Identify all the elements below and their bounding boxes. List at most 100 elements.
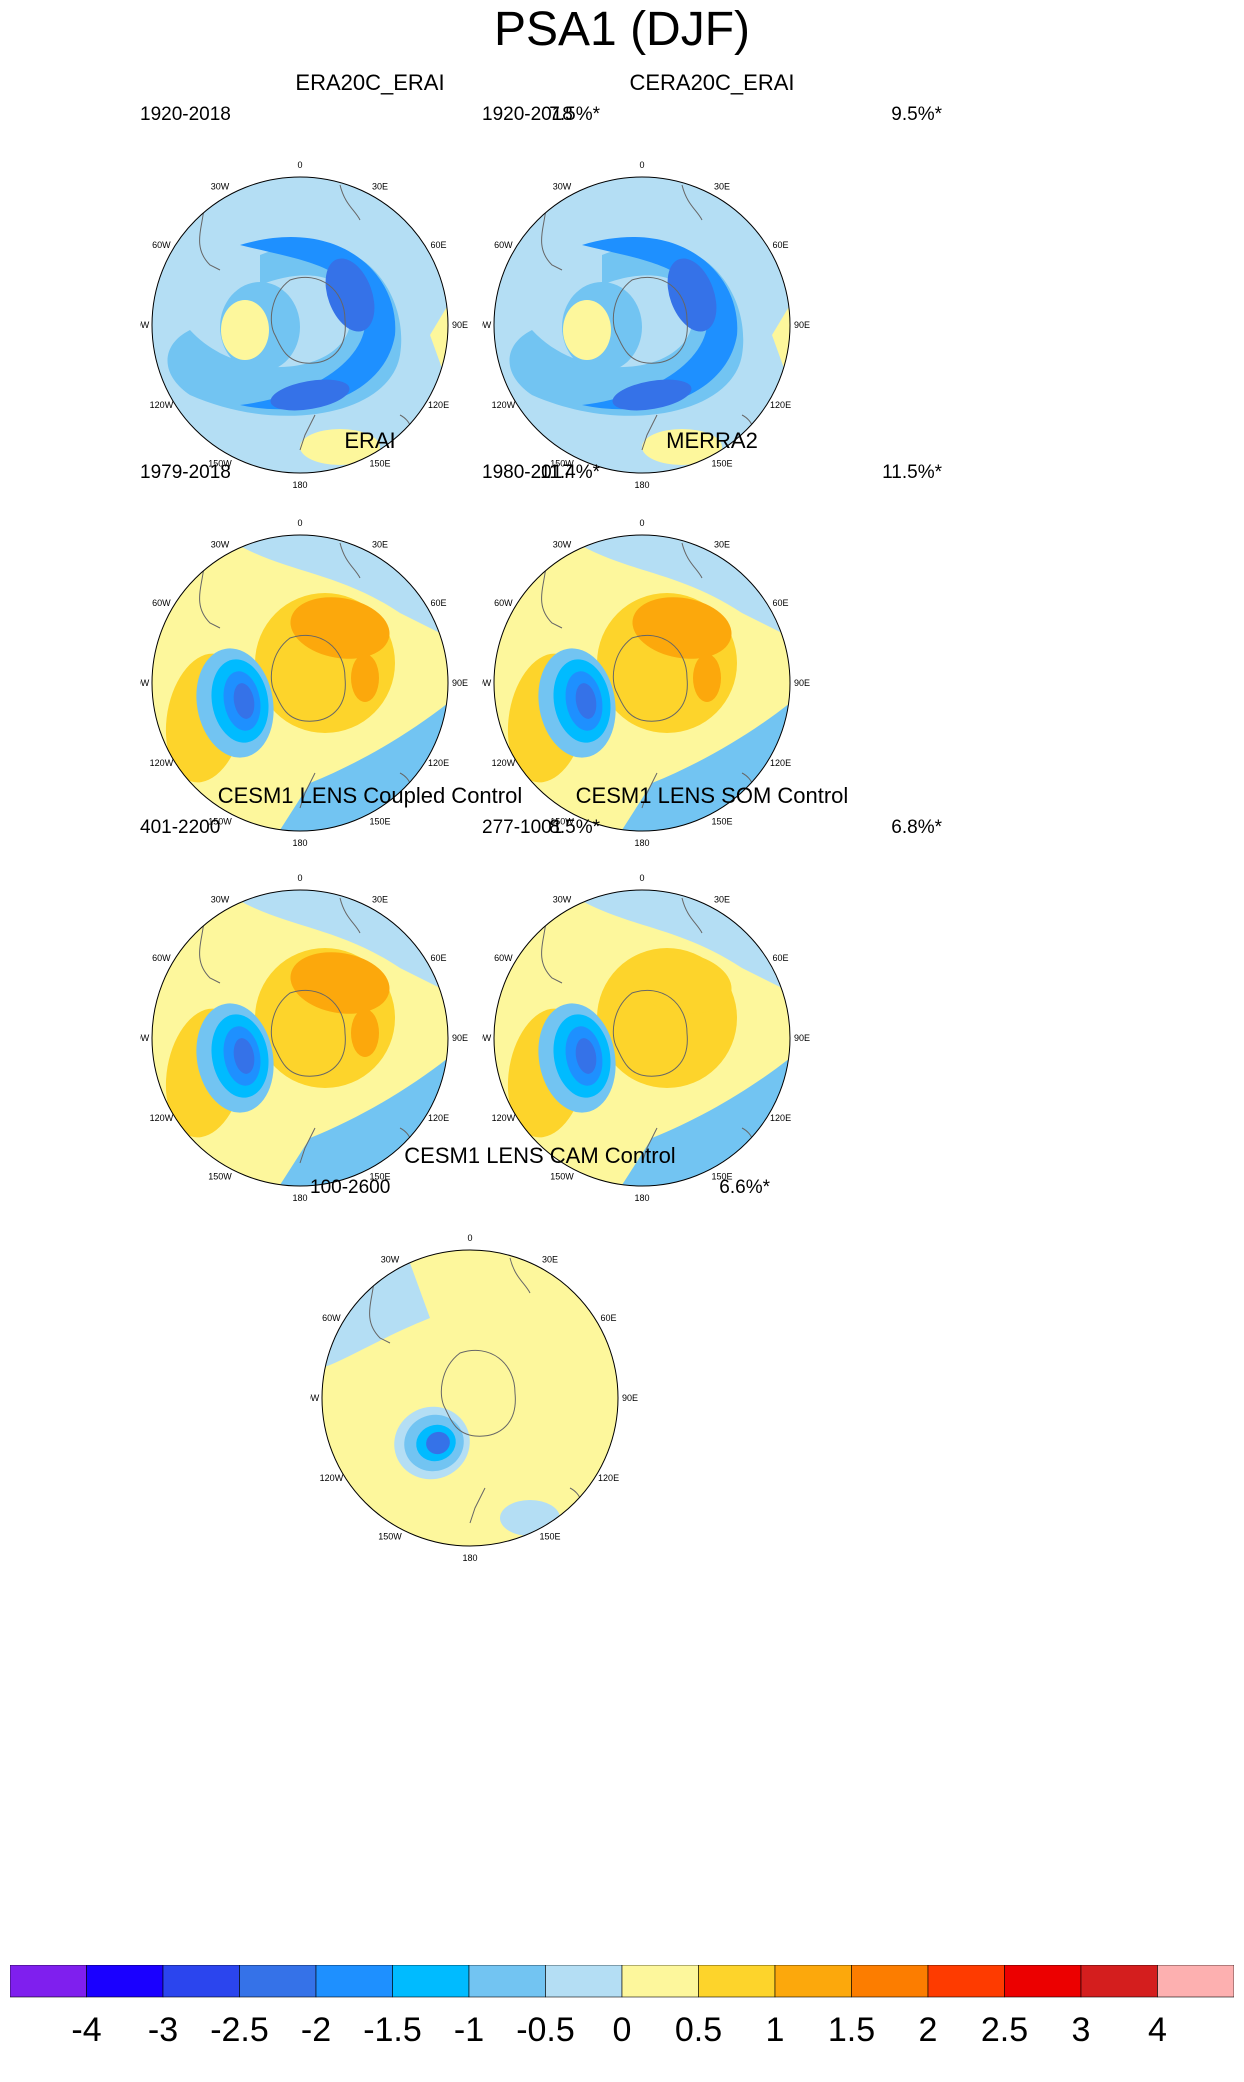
colorbar-swatch [774, 1965, 852, 1998]
africa-coastline [509, 1257, 531, 1294]
antarctica-coastline [612, 989, 688, 1077]
longitude-label: 60E [601, 1313, 617, 1323]
longitude-label: 90W [482, 678, 492, 688]
panel-title: ERA20C_ERAI [295, 70, 445, 95]
colorbar-tick-label: 3 [1071, 2011, 1091, 2049]
contour-positive-2 [632, 952, 732, 1014]
longitude-label: 60E [431, 598, 447, 608]
contour-negative-4 [575, 683, 597, 719]
longitude-label: 90E [452, 1033, 468, 1043]
longitude-label: 90E [452, 320, 468, 330]
longitude-label: 120E [428, 758, 449, 768]
longitude-label: 60E [431, 953, 447, 963]
colorbar [10, 1965, 1234, 1998]
colorbar-tick-label: 4 [1148, 2011, 1167, 2049]
longitude-label: 150W [378, 1532, 402, 1542]
contour-negative-4 [575, 1038, 597, 1074]
map-border [151, 534, 449, 832]
longitude-label: 150W [550, 1172, 574, 1182]
panel-variance: 7.5%* [549, 104, 600, 125]
colorbar-tick-label: 1 [765, 2011, 785, 2049]
longitude-label: 60W [152, 953, 171, 963]
longitude-label: 90E [794, 320, 810, 330]
antarctica-coastline [270, 634, 346, 722]
colorbar-tick-label: 1.5 [827, 2011, 876, 2049]
contour-negative-4 [426, 1431, 450, 1455]
longitude-label: 150W [208, 459, 232, 469]
colorbar-swatch [86, 1965, 164, 1998]
colorbar-tick-label: 0 [612, 2011, 632, 2049]
longitude-label: 120W [150, 400, 174, 410]
longitude-label: 180 [292, 838, 307, 848]
contour-negative-4 [233, 683, 255, 719]
antarctica-coastline [612, 634, 688, 722]
panel-period: 1979-2018 [140, 462, 231, 483]
map-border [151, 889, 449, 1187]
panel-variance: 8.5%* [549, 817, 600, 838]
longitude-label: 90W [140, 678, 150, 688]
longitude-label: 120W [492, 1113, 516, 1123]
longitude-label: 0 [297, 518, 302, 528]
colorbar-swatch [927, 1965, 1005, 1998]
colorbar-swatch [851, 1965, 929, 1998]
contour-negative-edge [622, 1058, 790, 1186]
longitude-label: 90E [794, 678, 810, 688]
new-zealand-coastline [299, 414, 316, 451]
longitude-label: 0 [467, 1233, 472, 1243]
longitude-label: 30W [553, 894, 572, 904]
colorbar-swatch [239, 1965, 317, 1998]
contour-positive-3 [351, 1009, 379, 1057]
colorbar-tick-label: -2.5 [210, 2011, 269, 2049]
longitude-label: 120E [428, 1113, 449, 1123]
longitude-label: 150E [711, 817, 732, 827]
longitude-label: 90W [140, 320, 150, 330]
longitude-label: 180 [634, 480, 649, 490]
longitude-label: 120E [428, 400, 449, 410]
longitude-label: 180 [292, 480, 307, 490]
longitude-label: 150E [369, 817, 390, 827]
polar-map: 0 30E 60E 90E 120E 150E 180 150W 120W 90W 60W 30W [482, 873, 810, 1203]
contour-positive-3 [693, 654, 721, 702]
colorbar-tick-label: -1 [453, 2011, 485, 2049]
longitude-label: 30W [553, 181, 572, 191]
longitude-label: 60W [494, 240, 513, 250]
contour-negative-edge [322, 1263, 430, 1368]
contour-negative-edge-2 [240, 890, 440, 988]
colorbar-tick-label: -3 [147, 2011, 179, 2049]
longitude-label: 30E [372, 894, 388, 904]
longitude-label: 90E [452, 678, 468, 688]
africa-coastline [681, 897, 703, 934]
longitude-label: 60W [152, 598, 171, 608]
colorbar-swatch [1080, 1965, 1158, 1998]
longitude-label: 30W [211, 181, 230, 191]
panel-variance: 6.8%* [891, 817, 942, 838]
map-border [151, 176, 449, 474]
longitude-label: 150W [550, 817, 574, 827]
antarctica-coastline [440, 1349, 516, 1437]
longitude-label: 0 [639, 873, 644, 883]
longitude-label: 90W [482, 320, 492, 330]
polar-map: 0 30E 60E 90E 120E 150E 180 150W 120W 90W 60W 30W [482, 518, 810, 848]
panel-title: CESM1 LENS Coupled Control [217, 783, 523, 808]
colorbar-tick-label: -0.5 [516, 2011, 575, 2049]
contour-positive-3 [351, 654, 379, 702]
contour-positive-1 [563, 300, 611, 360]
contour-positive-edge-2 [300, 429, 380, 465]
contour-negative-edge-2 [582, 535, 782, 633]
new-zealand-coastline [299, 1127, 316, 1164]
contour-negative-edge [280, 1058, 448, 1186]
longitude-label: 60E [773, 953, 789, 963]
antarctica-coastline [270, 276, 346, 364]
colorbar-swatch [392, 1965, 470, 1998]
longitude-label: 180 [292, 1193, 307, 1203]
longitude-label: 30E [714, 181, 730, 191]
contour-positive-2 [290, 597, 390, 659]
polar-map: 0 30E 60E 90E 120E 150E 180 150W 120W 90W 60W 30W [310, 1233, 638, 1563]
africa-coastline [681, 542, 703, 579]
longitude-label: 150E [711, 459, 732, 469]
colorbar-swatch [10, 1965, 87, 1998]
map-panel-cesm1-cam: 0 30E 60E 90E 120E 150E 180 150W 120W 90W 60W 30W C… [310, 1143, 770, 1593]
longitude-label: 60W [494, 953, 513, 963]
map-border [493, 534, 791, 832]
figure-title: PSA1 (DJF) [493, 3, 751, 56]
